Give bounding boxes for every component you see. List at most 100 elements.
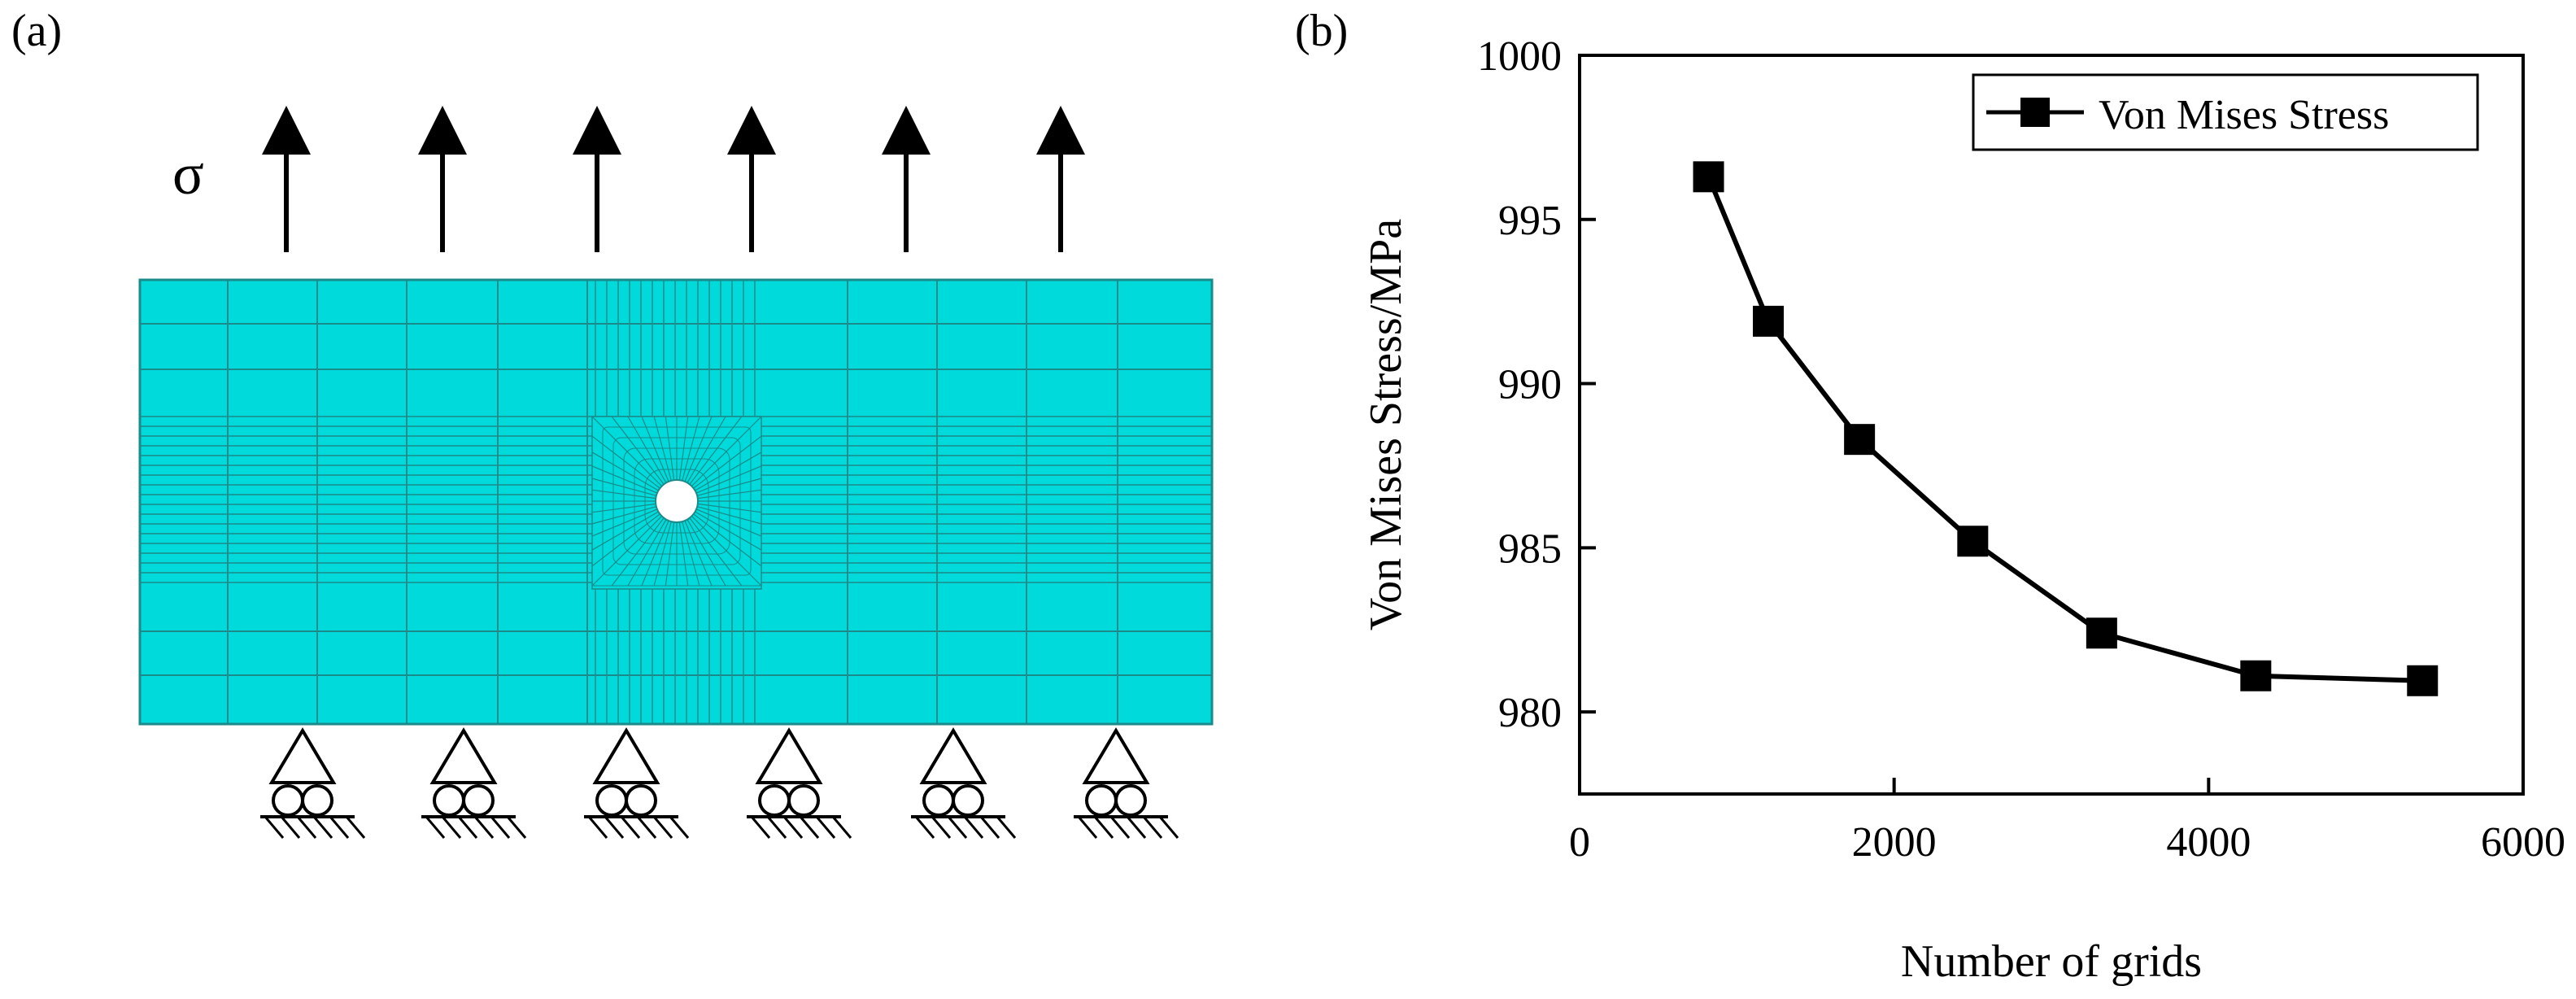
data-point-marker <box>1844 424 1876 456</box>
series-layer <box>1693 161 2439 696</box>
mesh-line-radial <box>611 416 665 485</box>
support-hatch <box>652 816 673 839</box>
support-triangle <box>592 727 660 784</box>
support-hatch <box>1126 816 1147 839</box>
mesh-line-ring <box>591 416 762 587</box>
mesh-line-radial <box>627 416 667 483</box>
mesh-line-ring <box>612 437 741 565</box>
mesh-schematic: σ <box>138 106 1214 839</box>
support-hatch <box>604 816 625 839</box>
mesh-line-ring <box>644 469 709 534</box>
support-hatch <box>620 816 641 839</box>
support-hatch <box>457 816 478 839</box>
series-line <box>1706 176 2423 683</box>
support-hatch <box>441 816 462 839</box>
support-hatch <box>669 816 690 839</box>
support-hatch <box>636 816 657 839</box>
support-hatch <box>963 816 984 839</box>
load-arrows <box>262 106 1085 252</box>
support-triangle <box>755 727 823 784</box>
mesh-line-radial <box>689 416 743 485</box>
x-tick-label: 6000 <box>2481 819 2565 866</box>
panel-a-label: (a) <box>11 6 63 56</box>
support-hatch <box>750 816 771 839</box>
mesh-line-radial <box>591 513 660 567</box>
mesh-line-radial <box>689 517 743 587</box>
mesh-line-radial <box>591 452 659 491</box>
support-hatch <box>831 816 852 839</box>
support-hatch <box>1142 816 1163 839</box>
support-hatch <box>766 816 787 839</box>
mesh-line-radial <box>591 511 659 551</box>
y-tick-label: 980 <box>1498 690 1562 736</box>
panel-b-label: (b) <box>1295 6 1349 56</box>
roller-support <box>747 727 852 839</box>
support-triangle <box>1082 727 1150 784</box>
mesh-line-radial <box>686 519 726 587</box>
data-point-marker <box>2240 660 2272 691</box>
mesh-line-radial <box>695 511 762 551</box>
support-hatch <box>914 816 935 839</box>
support-hatch <box>264 816 285 839</box>
support-hatch <box>1077 816 1098 839</box>
support-hatch <box>799 816 820 839</box>
support-hatch <box>1109 816 1131 839</box>
y-tick-label: 995 <box>1498 198 1562 244</box>
y-axis-label: Von Mises Stress/MPa <box>1361 219 1411 630</box>
y-tick-label: 985 <box>1498 526 1562 572</box>
y-tick-label: 1000 <box>1477 33 1562 80</box>
support-triangle <box>919 727 987 784</box>
support-hatch <box>280 816 301 839</box>
support-triangle <box>429 727 498 784</box>
support-hatch <box>947 816 968 839</box>
mesh-line-ring <box>634 458 720 544</box>
central-hole <box>655 479 699 523</box>
support-hatch <box>979 816 1000 839</box>
legend-marker <box>2020 98 2050 127</box>
data-point-marker <box>2086 617 2117 649</box>
sigma-label: σ <box>172 142 204 207</box>
support-hatch <box>1158 816 1179 839</box>
legend: Von Mises Stress <box>1972 73 2479 151</box>
mesh-line-radial <box>695 452 762 491</box>
x-axis: 0 2000 4000 6000 <box>1569 778 2565 866</box>
mesh-line-radial <box>627 519 667 587</box>
support-hatch <box>782 816 804 839</box>
mesh-line-ring <box>602 426 752 576</box>
mesh-line-radial <box>693 435 762 489</box>
support-hatch <box>1093 816 1114 839</box>
roller-support <box>421 727 527 839</box>
x-axis-label: Number of grids <box>1901 936 2202 987</box>
data-point-marker <box>1957 526 1989 557</box>
mesh-line-radial <box>611 517 665 587</box>
roller-support <box>260 727 366 839</box>
support-hatch <box>312 816 333 839</box>
mesh-line-radial <box>693 513 762 567</box>
data-point-marker <box>1753 305 1784 337</box>
support-hatch <box>345 816 366 839</box>
support-hatch <box>996 816 1017 839</box>
support-hatch <box>931 816 952 839</box>
support-hatch <box>587 816 608 839</box>
roller-support <box>584 727 690 839</box>
mesh-line-ring <box>623 447 730 555</box>
support-hatch <box>506 816 527 839</box>
mesh-line-radial <box>591 435 660 489</box>
legend-entry-label: Von Mises Stress <box>2099 92 2389 138</box>
mesh-plate <box>138 278 1214 726</box>
data-point-marker <box>2407 665 2439 696</box>
support-hatch <box>490 816 511 839</box>
support-triangle <box>268 727 337 784</box>
data-point-marker <box>1693 161 1724 193</box>
y-tick-label: 990 <box>1498 362 1562 408</box>
mesh-line-radial <box>686 416 726 483</box>
support-hatch <box>329 816 350 839</box>
support-hatch <box>473 816 495 839</box>
support-hatch <box>815 816 836 839</box>
roller-support <box>1074 727 1179 839</box>
x-tick-label: 4000 <box>2166 819 2251 866</box>
roller-support <box>911 727 1017 839</box>
x-tick-label: 2000 <box>1852 819 1937 866</box>
support-hatch <box>296 816 317 839</box>
